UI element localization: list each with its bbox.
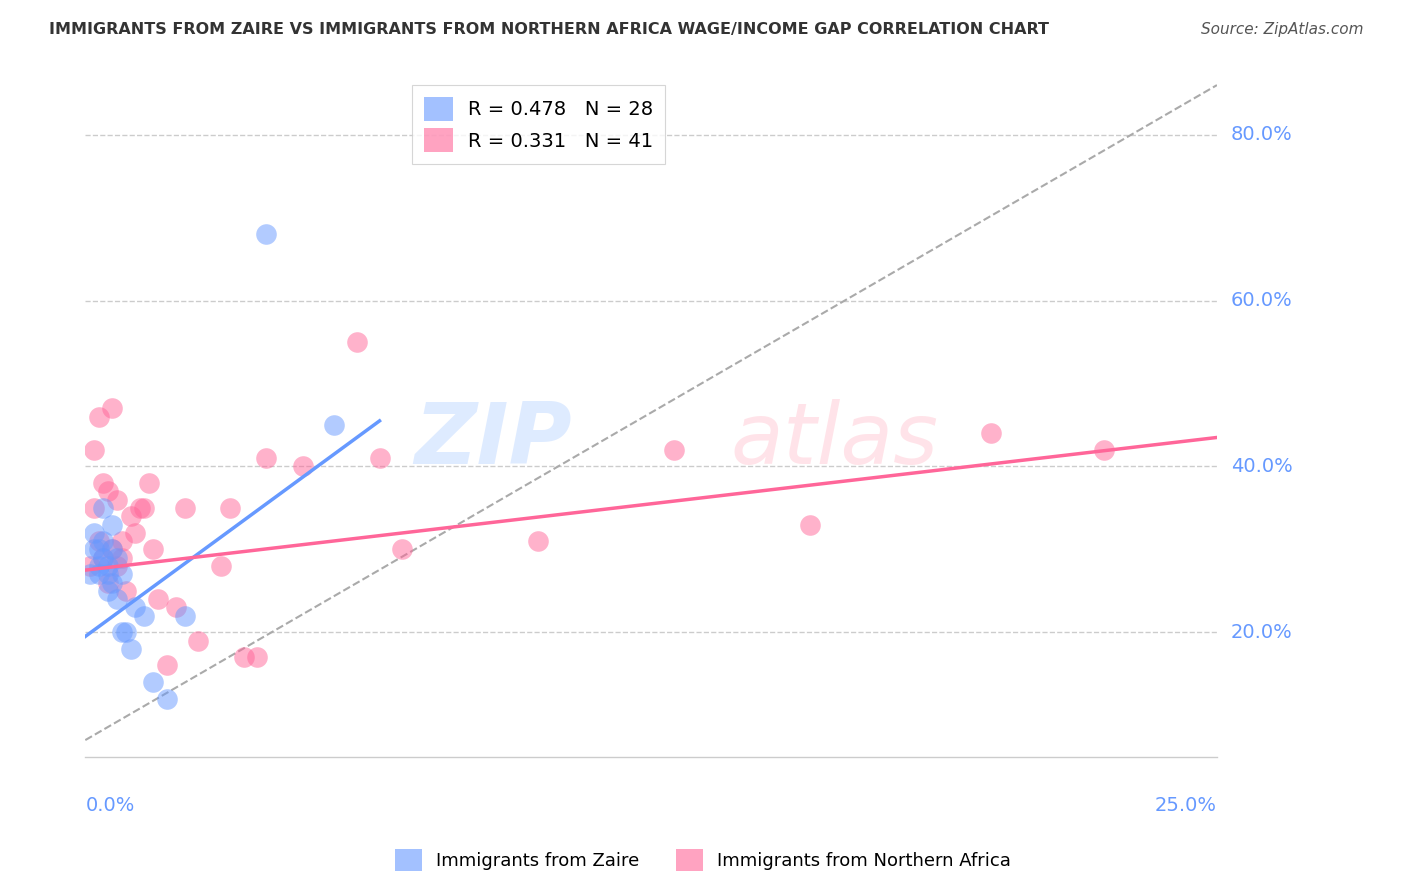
Point <box>97 559 120 574</box>
Point <box>146 592 169 607</box>
Point <box>79 559 101 574</box>
Point <box>110 534 132 549</box>
Point <box>87 409 110 424</box>
Point <box>115 583 138 598</box>
Point <box>124 600 146 615</box>
Point <box>93 550 115 565</box>
Point <box>142 542 165 557</box>
Point <box>105 550 128 565</box>
Point <box>110 550 132 565</box>
Point <box>219 500 242 515</box>
Point <box>105 592 128 607</box>
Point <box>93 476 115 491</box>
Point <box>87 567 110 582</box>
Point <box>124 525 146 540</box>
Text: 80.0%: 80.0% <box>1230 126 1292 145</box>
Point <box>799 517 821 532</box>
Point <box>209 559 232 574</box>
Point <box>101 542 124 557</box>
Text: 60.0%: 60.0% <box>1230 291 1292 310</box>
Legend: R = 0.478   N = 28, R = 0.331   N = 41: R = 0.478 N = 28, R = 0.331 N = 41 <box>412 85 665 163</box>
Point <box>87 542 110 557</box>
Text: 20.0%: 20.0% <box>1230 623 1292 642</box>
Point <box>156 658 179 673</box>
Point <box>246 650 269 665</box>
Point <box>83 525 105 540</box>
Point <box>291 459 314 474</box>
Point <box>101 401 124 416</box>
Point <box>165 600 187 615</box>
Point <box>83 542 105 557</box>
Point <box>110 625 132 640</box>
Point <box>105 559 128 574</box>
Text: 40.0%: 40.0% <box>1230 457 1292 476</box>
Text: ZIP: ZIP <box>415 399 572 482</box>
Point <box>662 442 685 457</box>
Point <box>83 442 105 457</box>
Point <box>101 575 124 590</box>
Point <box>527 534 550 549</box>
Point <box>120 509 142 524</box>
Point <box>79 567 101 582</box>
Point <box>980 426 1002 441</box>
Point <box>142 675 165 690</box>
Point <box>115 625 138 640</box>
Text: 25.0%: 25.0% <box>1154 796 1218 814</box>
Point <box>93 500 115 515</box>
Point <box>138 476 160 491</box>
Point <box>93 550 115 565</box>
Point <box>368 451 391 466</box>
Point <box>254 227 277 242</box>
Point <box>128 500 150 515</box>
Point <box>323 417 346 432</box>
Point <box>97 567 120 582</box>
Point <box>97 583 120 598</box>
Point <box>254 451 277 466</box>
Point <box>346 335 368 350</box>
Point <box>83 500 105 515</box>
Point <box>87 534 110 549</box>
Legend: Immigrants from Zaire, Immigrants from Northern Africa: Immigrants from Zaire, Immigrants from N… <box>388 842 1018 879</box>
Point <box>173 608 195 623</box>
Point <box>105 492 128 507</box>
Point <box>134 608 156 623</box>
Point <box>1092 442 1115 457</box>
Point <box>101 517 124 532</box>
Point <box>110 567 132 582</box>
Text: Source: ZipAtlas.com: Source: ZipAtlas.com <box>1201 22 1364 37</box>
Point <box>93 534 115 549</box>
Text: IMMIGRANTS FROM ZAIRE VS IMMIGRANTS FROM NORTHERN AFRICA WAGE/INCOME GAP CORRELA: IMMIGRANTS FROM ZAIRE VS IMMIGRANTS FROM… <box>49 22 1049 37</box>
Point <box>101 542 124 557</box>
Point <box>97 575 120 590</box>
Point <box>173 500 195 515</box>
Point <box>97 484 120 499</box>
Point <box>391 542 413 557</box>
Point <box>187 633 209 648</box>
Point <box>156 691 179 706</box>
Text: 0.0%: 0.0% <box>86 796 135 814</box>
Text: atlas: atlas <box>730 399 938 482</box>
Point <box>134 500 156 515</box>
Point <box>87 559 110 574</box>
Point <box>120 641 142 656</box>
Point <box>232 650 254 665</box>
